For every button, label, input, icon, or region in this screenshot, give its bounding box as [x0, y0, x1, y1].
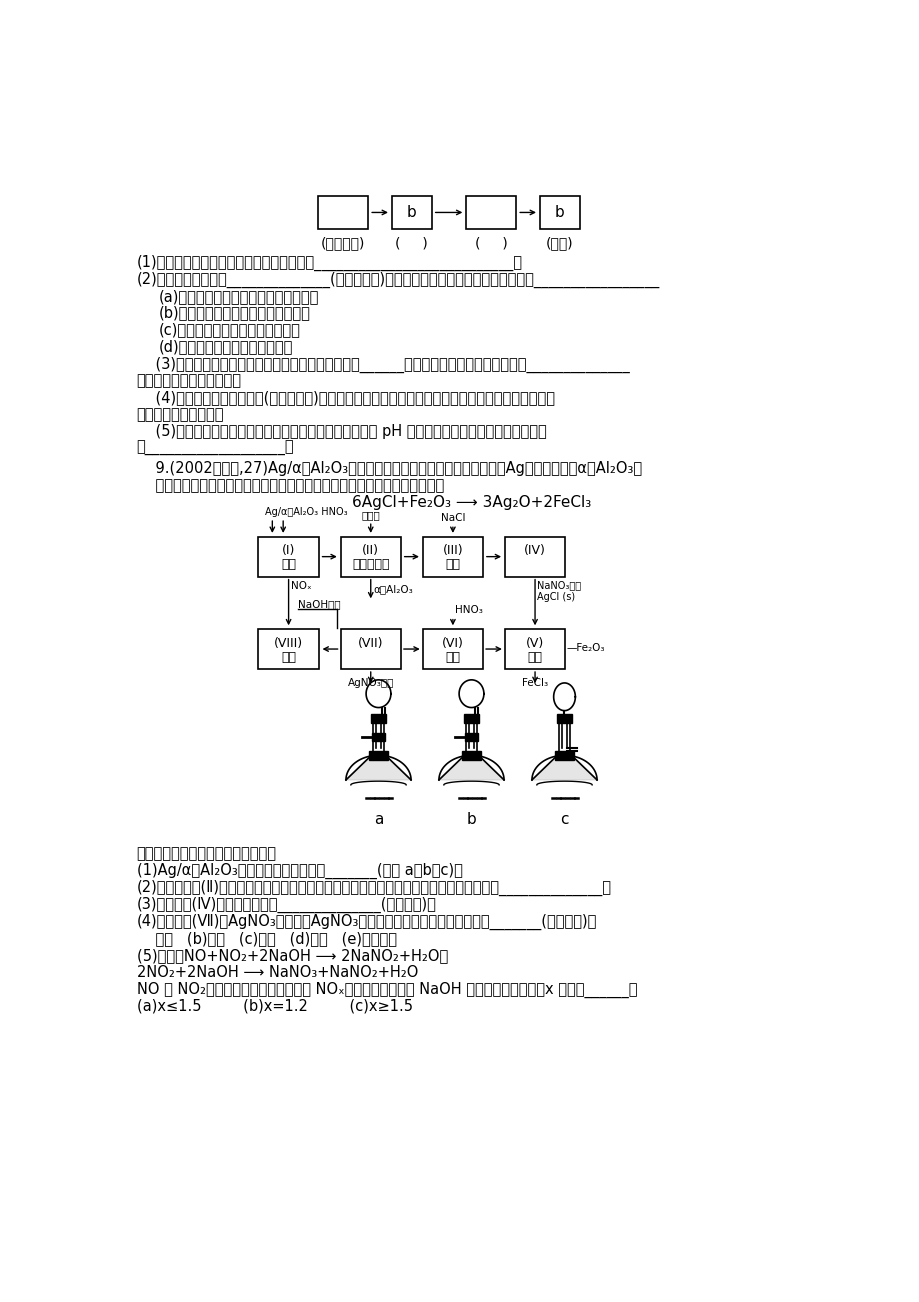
Text: (c)使渴水褐色的物质，未必是乙炱: (c)使渴水褐色的物质，未必是乙炱	[158, 323, 300, 337]
Text: 蒸馏水: 蒸馏水	[361, 509, 380, 519]
Text: AgCl (s): AgCl (s)	[537, 592, 575, 602]
Text: (II): (II)	[362, 544, 379, 557]
Text: 酸溶: 酸溶	[281, 559, 296, 572]
Text: (VII): (VII)	[357, 637, 383, 650]
Text: (4)请你选用上列四个装置(可重复使用)来实现乙同学的实验方案，将它们的编号填入方框，并写出装: (4)请你选用上列四个装置(可重复使用)来实现乙同学的实验方案，将它们的编号填入…	[137, 391, 554, 405]
Text: (溪水): (溪水)	[546, 237, 573, 250]
Text: 验证过程中必须全部除去。: 验证过程中必须全部除去。	[137, 374, 242, 388]
Text: NO 和 NO₂的混合气体的组成可表示为 NOₓ，该混合气体通入 NaOH 溶液被完全吸收时，x 的値为______。: NO 和 NO₂的混合气体的组成可表示为 NOₓ，该混合气体通入 NaOH 溶液…	[137, 982, 637, 997]
Text: NOₓ: NOₓ	[290, 581, 312, 591]
Polygon shape	[531, 754, 596, 780]
Text: (VI): (VI)	[441, 637, 463, 650]
Polygon shape	[554, 751, 573, 760]
Text: (电石、水): (电石、水)	[321, 237, 365, 250]
Text: 酸溶: 酸溶	[445, 651, 460, 664]
Text: 过滤、洗洠: 过滤、洗洠	[352, 559, 389, 572]
Polygon shape	[464, 733, 478, 741]
Text: 9.(2002年上海,27)Ag/α－Al₂O₃是石油化学工业的一种重要催化剂，其中Ag起催化作用，α－Al₂O₃是: 9.(2002年上海,27)Ag/α－Al₂O₃是石油化学工业的一种重要催化剂，…	[137, 461, 641, 477]
Text: b: b	[466, 812, 476, 827]
Text: HNO₃: HNO₃	[455, 605, 482, 615]
Text: 置内所放的化学药品。: 置内所放的化学药品。	[137, 408, 224, 422]
Bar	[422, 629, 482, 669]
Text: (3)乙同学推测此乙炱中必定含有的一种杂质气体是______，它与渴水反应的化学方程式是______________: (3)乙同学推测此乙炱中必定含有的一种杂质气体是______，它与渴水反应的化学…	[137, 357, 629, 372]
Text: 转化: 转化	[527, 651, 542, 664]
Text: NaNO₃溶液: NaNO₃溶液	[537, 581, 581, 591]
Text: (b)使渴水褐色的反应，就是加成反应: (b)使渴水褐色的反应，就是加成反应	[158, 306, 310, 320]
Text: b: b	[406, 204, 416, 220]
Text: α－Al₂O₃: α－Al₂O₃	[373, 585, 413, 594]
Text: b: b	[554, 204, 564, 220]
Text: 蒸馏   (b)灸烧   (c)过滤   (d)过滤   (e)冷却结晶: 蒸馏 (b)灸烧 (c)过滤 (d)过滤 (e)冷却结晶	[137, 931, 396, 945]
Bar	[505, 536, 564, 577]
Text: (2)在实验操作(Ⅱ)，如果用自来水代替蒸馏水进行洗洠，将会发生化学反应的离子方程式为______________。: (2)在实验操作(Ⅱ)，如果用自来水代替蒸馏水进行洗洠，将会发生化学反应的离子方…	[137, 880, 611, 896]
Polygon shape	[438, 754, 504, 780]
Text: 阅读上述实验流程，完成下列填空：: 阅读上述实验流程，完成下列填空：	[137, 846, 277, 861]
Text: (3)实验操作(Ⅳ)所需玻璃仪器为______________(填写三种)。: (3)实验操作(Ⅳ)所需玻璃仪器为______________(填写三种)。	[137, 897, 437, 913]
Text: (5)已知：NO+NO₂+2NaOH ⟶ 2NaNO₂+H₂O；: (5)已知：NO+NO₂+2NaOH ⟶ 2NaNO₂+H₂O；	[137, 948, 448, 962]
Bar	[340, 536, 401, 577]
Polygon shape	[346, 754, 411, 780]
Text: (d)使渴水褐色的物质，就是乙炱: (d)使渴水褐色的物质，就是乙炱	[158, 340, 292, 354]
Text: —Fe₂O₃: —Fe₂O₃	[566, 643, 605, 652]
Text: a: a	[373, 812, 383, 827]
Text: 载体且不溶于第酸，该催化剂的回收实验如下图所示。其中的转化反应为：: 载体且不溶于第酸，该催化剂的回收实验如下图所示。其中的转化反应为：	[137, 478, 444, 493]
Polygon shape	[369, 751, 388, 760]
Text: AgNO₃晶体: AgNO₃晶体	[347, 678, 393, 689]
Text: (a)x≤1.5         (b)x=1.2         (c)x≥1.5: (a)x≤1.5 (b)x=1.2 (c)x≥1.5	[137, 999, 413, 1014]
Text: (VIII): (VIII)	[274, 637, 303, 650]
Polygon shape	[370, 713, 386, 723]
Text: (1)Ag/α－Al₂O₃加酸溶解应该选用装置_______(选填 a、b、c)。: (1)Ag/α－Al₂O₃加酸溶解应该选用装置_______(选填 a、b、c)…	[137, 863, 462, 879]
Polygon shape	[556, 713, 572, 723]
Text: (4)实验操作(Ⅶ)从AgNO₃溶液获得AgNO₃品体需要进行的实验操作依次为：_______(多选扣分)。: (4)实验操作(Ⅶ)从AgNO₃溶液获得AgNO₃品体需要进行的实验操作依次为：…	[137, 914, 596, 930]
Text: 是___________________。: 是___________________。	[137, 441, 294, 456]
Bar	[466, 197, 516, 229]
Text: (     ): ( )	[395, 237, 427, 250]
Text: (III): (III)	[442, 544, 462, 557]
Text: NaOH溶液: NaOH溶液	[298, 599, 340, 609]
Bar	[539, 197, 579, 229]
Text: 吸收: 吸收	[281, 651, 296, 664]
Text: (     ): ( )	[474, 237, 507, 250]
Bar	[318, 197, 368, 229]
Text: 2NO₂+2NaOH ⟶ NaNO₃+NaNO₂+H₂O: 2NO₂+2NaOH ⟶ NaNO₃+NaNO₂+H₂O	[137, 965, 417, 979]
Bar	[340, 629, 401, 669]
Bar	[258, 536, 319, 577]
Text: 6AgCl+Fe₂O₃ ⟶ 3Ag₂O+2FeCl₃: 6AgCl+Fe₂O₃ ⟶ 3Ag₂O+2FeCl₃	[351, 495, 591, 510]
Text: 沉淠: 沉淠	[445, 559, 460, 572]
Polygon shape	[371, 733, 385, 741]
Text: c: c	[560, 812, 568, 827]
Text: Ag/α－Al₂O₃ HNO₃: Ag/α－Al₂O₃ HNO₃	[265, 506, 346, 517]
Bar	[391, 197, 432, 229]
Text: (I): (I)	[281, 544, 295, 557]
Text: NaCl: NaCl	[440, 513, 465, 523]
Text: (a)使渴水褐色的反应，未必是加成反应: (a)使渴水褐色的反应，未必是加成反应	[158, 289, 318, 303]
Bar	[258, 629, 319, 669]
Text: FeCl₃: FeCl₃	[521, 678, 548, 689]
Text: (V): (V)	[526, 637, 543, 650]
Text: (IV): (IV)	[524, 544, 545, 557]
Text: (1)写出甲同学实验中两个主要的化学方程式___________________________。: (1)写出甲同学实验中两个主要的化学方程式___________________…	[137, 255, 522, 271]
Bar	[505, 629, 564, 669]
Text: (2)甲同学设计的实验______________(填能或不能)验证乙炱与渴发生加成反应，其理由是_________________: (2)甲同学设计的实验______________(填能或不能)验证乙炱与渴发生…	[137, 272, 659, 288]
Text: (5)为验证这一反应是加成而不是取代，丙同学提出可用 pH 试纸来测试反应后溶液的酸性，理由: (5)为验证这一反应是加成而不是取代，丙同学提出可用 pH 试纸来测试反应后溶液…	[137, 424, 546, 439]
Polygon shape	[463, 713, 479, 723]
Polygon shape	[461, 751, 481, 760]
Bar	[422, 536, 482, 577]
